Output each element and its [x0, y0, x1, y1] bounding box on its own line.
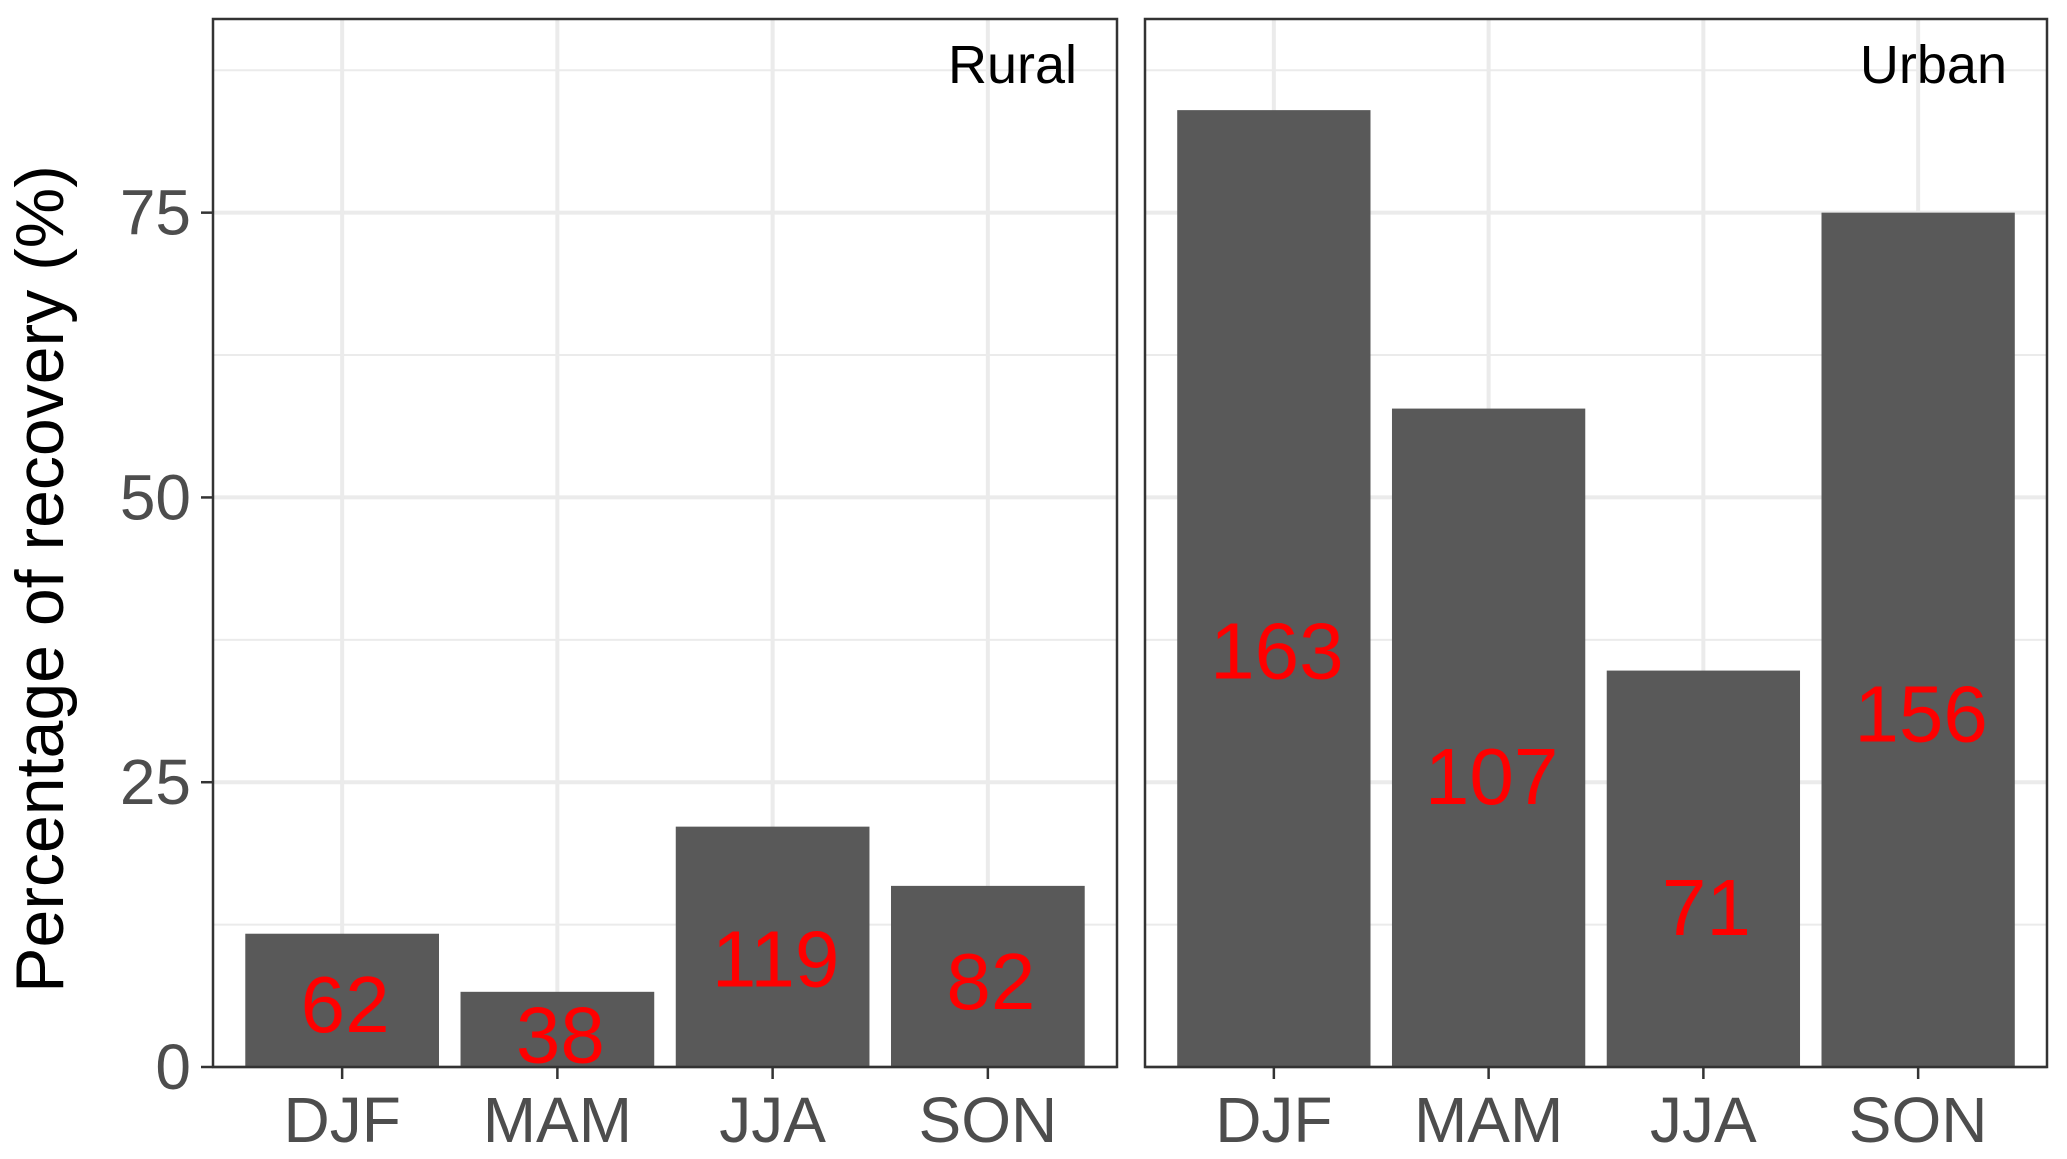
bar-rural-jja — [675, 826, 870, 1067]
x-tick-label: JJA — [719, 1084, 826, 1156]
panel-border — [1143, 17, 2049, 1069]
bar-urban-jja — [1606, 670, 1801, 1067]
bar-count-label: 119 — [712, 914, 840, 1003]
bar-count-label: 107 — [1425, 732, 1558, 821]
x-tick-label: DJF — [1215, 1084, 1332, 1156]
x-tick-label: JJA — [1650, 1084, 1757, 1156]
bar-count-label: 38 — [516, 991, 605, 1080]
y-tick-label: 50 — [120, 461, 191, 533]
bar-count-label: 82 — [946, 937, 1035, 1026]
x-tick-label: SON — [919, 1084, 1058, 1156]
x-tick-label: MAM — [1414, 1084, 1563, 1156]
bar-count-label: 163 — [1210, 607, 1343, 696]
y-tick-label: 0 — [155, 1031, 191, 1103]
x-tick-label: SON — [1849, 1084, 1988, 1156]
bar-rural-son — [891, 885, 1085, 1067]
bar-urban-son — [1821, 212, 2015, 1068]
x-tick-label: MAM — [483, 1084, 632, 1156]
bar-rural-djf — [245, 933, 439, 1067]
bar-count-label: 156 — [1854, 669, 1987, 758]
x-tick-label: DJF — [283, 1084, 400, 1156]
y-tick-label: 75 — [120, 177, 191, 249]
y-axis-title: Percentage of recovery (%) — [2, 165, 78, 993]
y-tick-label: 25 — [120, 746, 191, 818]
bar-count-label: 62 — [301, 960, 390, 1049]
panel-border — [211, 17, 1119, 1069]
bar-urban-mam — [1391, 408, 1586, 1067]
facet-label-urban: Urban — [1860, 35, 2007, 95]
bar-urban-djf — [1177, 110, 1371, 1067]
bar-count-label: 71 — [1662, 863, 1751, 952]
facet-label-rural: Rural — [948, 35, 1077, 95]
bar-rural-mam — [460, 991, 655, 1067]
